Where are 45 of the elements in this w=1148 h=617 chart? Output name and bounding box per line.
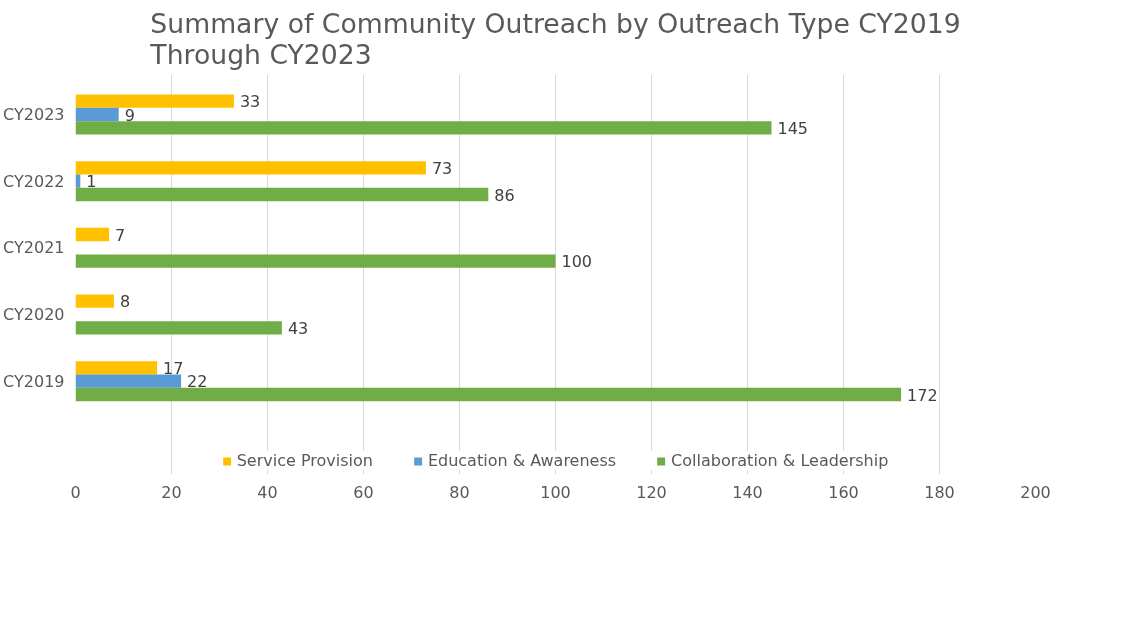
x-tick-label: 40 <box>257 482 278 502</box>
data-label: 43 <box>287 318 309 338</box>
x-tick-label: 60 <box>353 482 374 502</box>
data-label: 9 <box>124 105 135 125</box>
data-label: 86 <box>494 185 515 205</box>
y-tick-label: CY2019 <box>3 371 65 391</box>
data-label: 8 <box>119 292 131 312</box>
x-tick-label: 80 <box>449 482 470 502</box>
data-label: 1 <box>86 172 97 192</box>
data-label: 172 <box>907 385 938 405</box>
x-tick-label: 0 <box>70 482 81 502</box>
bar <box>75 294 114 308</box>
data-label: 33 <box>239 92 261 112</box>
x-tick-label: 160 <box>828 482 859 502</box>
data-label: 22 <box>187 372 208 392</box>
bar <box>75 374 182 388</box>
y-tick-label: CY2022 <box>3 171 65 191</box>
bar <box>75 187 489 202</box>
x-tick-label: 200 <box>1020 482 1051 502</box>
legend-label: Education & Awareness <box>427 451 617 470</box>
chart-title: Summary of Community Outreach by Outreach Type CY2019 Through CY2023 <box>149 7 961 70</box>
data-label: 73 <box>431 158 453 178</box>
bar <box>75 94 234 108</box>
x-tick-label: 100 <box>540 482 571 502</box>
bar <box>75 387 902 402</box>
data-label: 100 <box>561 252 593 272</box>
y-tick-label: CY2021 <box>3 238 65 258</box>
bar <box>75 361 158 375</box>
x-tick-label: 140 <box>732 482 763 502</box>
bar <box>75 121 772 135</box>
y-tick-label: CY2023 <box>3 105 65 124</box>
bar <box>75 161 426 175</box>
x-tick-label: 180 <box>924 482 955 502</box>
x-tick-label: 120 <box>636 482 667 502</box>
bar <box>75 227 110 242</box>
legend-label: Collaboration & Leadership <box>671 451 889 470</box>
bar <box>75 107 119 122</box>
legend-label: Service Provision <box>236 451 373 470</box>
y-tick-label: CY2020 <box>3 305 65 324</box>
bar <box>75 254 556 268</box>
x-tick-label: 20 <box>161 482 182 502</box>
data-label: 145 <box>777 118 809 138</box>
data-label: 7 <box>115 225 126 245</box>
bar <box>75 321 282 335</box>
data-label: 17 <box>163 358 184 378</box>
